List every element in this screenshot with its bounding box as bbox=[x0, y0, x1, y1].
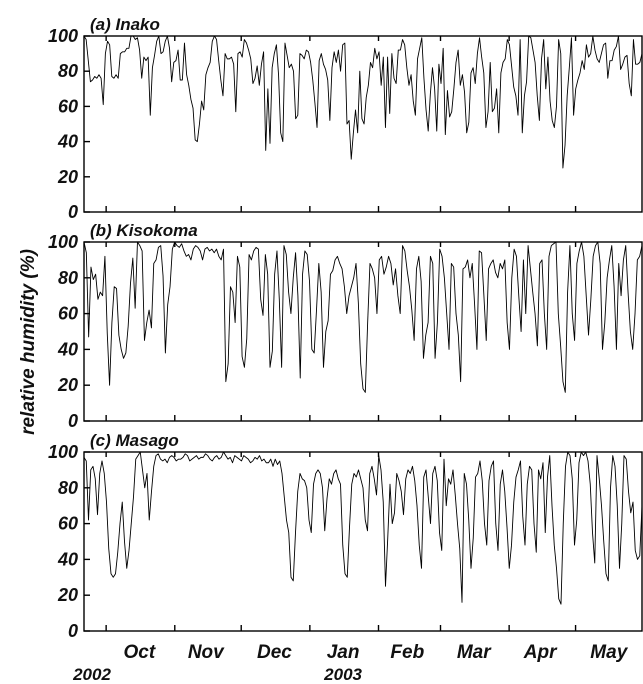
month-label: Feb bbox=[390, 642, 424, 663]
y-tick-label: 20 bbox=[57, 375, 78, 395]
month-label: May bbox=[590, 642, 628, 663]
panel-title: (b) Kisokoma bbox=[90, 221, 198, 240]
plot-frame bbox=[83, 451, 643, 632]
y-tick-label: 80 bbox=[58, 268, 78, 288]
y-tick-label: 20 bbox=[57, 585, 78, 605]
y-tick-label: 60 bbox=[58, 514, 78, 534]
y-tick-label: 80 bbox=[58, 61, 78, 81]
y-tick-label: 40 bbox=[57, 339, 78, 359]
panel-title: (c) Masago bbox=[90, 431, 179, 450]
shared-time-axis: Oct Nov Dec Jan Feb Mar Apr May 2002 2003 bbox=[72, 642, 629, 684]
y-tick-label: 100 bbox=[48, 26, 78, 46]
humidity-series-line bbox=[83, 35, 643, 169]
humidity-series-line bbox=[83, 241, 643, 393]
month-label: Nov bbox=[188, 642, 225, 663]
y-tick-label: 60 bbox=[58, 96, 78, 116]
y-tick-label: 60 bbox=[58, 304, 78, 324]
plot-frame bbox=[83, 35, 643, 213]
month-label: Apr bbox=[523, 642, 558, 663]
month-label: Jan bbox=[327, 642, 360, 663]
y-tick-label: 0 bbox=[68, 202, 78, 222]
y-tick-label: 100 bbox=[48, 442, 78, 462]
y-tick-label: 100 bbox=[48, 232, 78, 252]
year-label: 2002 bbox=[72, 665, 111, 684]
month-label: Mar bbox=[457, 642, 492, 663]
humidity-series-line bbox=[83, 451, 643, 605]
y-tick-label: 0 bbox=[68, 411, 78, 431]
plot-frame bbox=[83, 241, 643, 422]
month-label: Oct bbox=[124, 642, 156, 663]
y-tick-label: 80 bbox=[58, 478, 78, 498]
y-tick-label: 0 bbox=[68, 621, 78, 641]
y-axis-label: relative humidity (%) bbox=[18, 249, 39, 435]
year-label: 2003 bbox=[323, 665, 362, 684]
month-label: Dec bbox=[257, 642, 292, 663]
y-tick-label: 40 bbox=[57, 132, 78, 152]
panel-masago: 0 20 40 60 80 100 (c) Masago bbox=[48, 431, 643, 641]
y-tick-label: 20 bbox=[57, 167, 78, 187]
panel-inako: 0 20 40 60 80 100 (a) Inako bbox=[48, 15, 643, 222]
panel-kisokoma: 0 20 40 60 80 100 (b) Kisokoma bbox=[48, 221, 643, 431]
y-tick-label: 40 bbox=[57, 549, 78, 569]
panel-title: (a) Inako bbox=[90, 15, 160, 34]
